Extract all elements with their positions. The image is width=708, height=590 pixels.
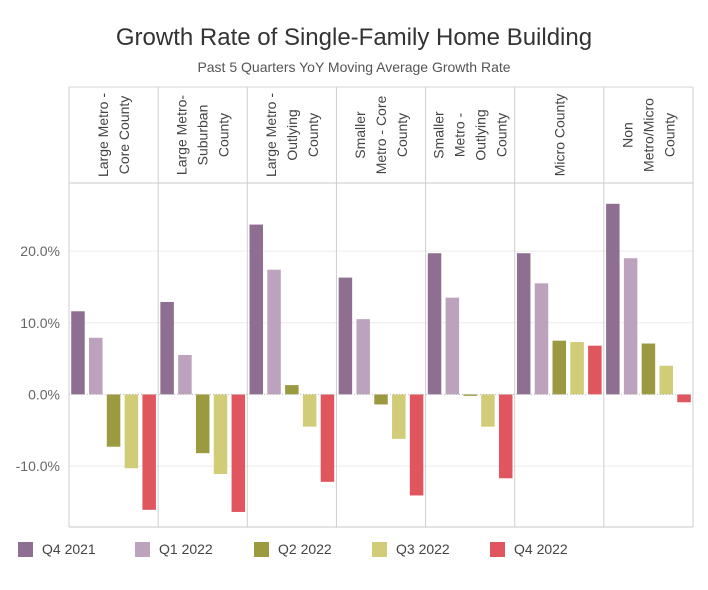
bar <box>124 394 139 469</box>
bar <box>231 394 246 512</box>
bar <box>677 394 691 403</box>
legend-swatch <box>135 541 150 557</box>
category-header: Large Metro- Suburban County <box>174 95 232 175</box>
category-header-line: Metro - Core <box>373 96 389 175</box>
bar <box>534 283 549 395</box>
bar <box>106 394 121 447</box>
bar <box>498 394 513 479</box>
category-header-line: Core County <box>116 96 132 175</box>
y-tick-label: 10.0% <box>20 315 60 331</box>
bar <box>356 319 370 395</box>
chart-title: Growth Rate of Single-Family Home Buildi… <box>115 24 593 51</box>
legend-label: Q4 2021 <box>42 541 96 557</box>
category-header-line: Metro/Micro <box>640 98 656 172</box>
legend-item-q4-2021: Q4 2021 <box>18 541 96 557</box>
bar <box>409 394 424 496</box>
bar <box>445 297 460 395</box>
bar <box>302 394 317 427</box>
y-tick-label: 0.0% <box>28 386 60 402</box>
legend-label: Q1 2022 <box>159 541 213 557</box>
bar <box>89 337 103 395</box>
bar <box>481 394 495 427</box>
category-header: Micro County <box>551 94 567 176</box>
legend-swatch <box>490 541 505 557</box>
bar <box>641 343 656 395</box>
category-header-line: Outlying <box>284 109 300 160</box>
category-header-line: County <box>216 113 232 157</box>
bar <box>142 394 156 510</box>
category-header-line: County <box>305 113 321 157</box>
category-header-line: Large Metro- <box>174 95 190 175</box>
bar <box>338 277 353 395</box>
category-header: Smaller Metro - Outlying County <box>431 109 510 160</box>
category-header-line: Large Metro - <box>263 93 279 177</box>
bar <box>588 345 602 395</box>
bar <box>392 394 406 439</box>
bar <box>267 269 281 395</box>
legend-swatch <box>18 541 33 557</box>
legend-swatch <box>372 541 387 557</box>
legend-label: Q4 2022 <box>514 541 568 557</box>
category-header-line: County <box>494 113 510 157</box>
chart-subtitle: Past 5 Quarters YoY Moving Average Growt… <box>197 59 511 75</box>
bar <box>213 394 228 474</box>
category-header-line: Large Metro - <box>95 93 111 177</box>
category-header-line: County <box>394 113 410 157</box>
legend-label: Q3 2022 <box>396 541 450 557</box>
legend-label: Q2 2022 <box>278 541 332 557</box>
bar <box>195 394 210 454</box>
category-header: Large Metro - Core County <box>95 93 132 177</box>
bar <box>463 394 477 396</box>
legend-item-q1-2022: Q1 2022 <box>135 541 213 557</box>
bar <box>552 340 567 395</box>
category-header-line: Non <box>619 122 635 148</box>
bar <box>71 311 85 395</box>
bar <box>427 253 442 395</box>
bar <box>285 385 299 395</box>
legend-swatch <box>254 541 269 557</box>
category-header-line: Smaller <box>431 111 447 159</box>
bar <box>659 365 673 395</box>
bar <box>570 342 584 395</box>
category-header-line: Outlying <box>473 109 489 160</box>
category-header-line: Metro - <box>452 112 468 157</box>
bar <box>516 253 531 395</box>
category-header-line: County <box>661 113 677 157</box>
bar <box>623 258 638 395</box>
category-header: Large Metro - Outlying County <box>263 93 321 177</box>
category-header-line: Smaller <box>352 111 368 159</box>
bar <box>374 394 388 405</box>
y-tick-label: -10.0% <box>16 458 60 474</box>
legend-item-q3-2022: Q3 2022 <box>372 541 450 557</box>
legend-item-q2-2022: Q2 2022 <box>254 541 332 557</box>
bar <box>178 355 192 395</box>
bar <box>606 203 620 395</box>
legend-item-q4-2022: Q4 2022 <box>490 541 568 557</box>
category-header-line: Micro County <box>551 94 567 176</box>
bar <box>249 224 264 395</box>
bar <box>320 394 335 482</box>
y-tick-label: 20.0% <box>20 243 60 259</box>
category-header: Non Metro/Micro County <box>619 98 677 172</box>
bar <box>160 301 174 395</box>
category-header: Smaller Metro - Core County <box>352 96 410 175</box>
category-header-line: Suburban <box>195 105 211 166</box>
